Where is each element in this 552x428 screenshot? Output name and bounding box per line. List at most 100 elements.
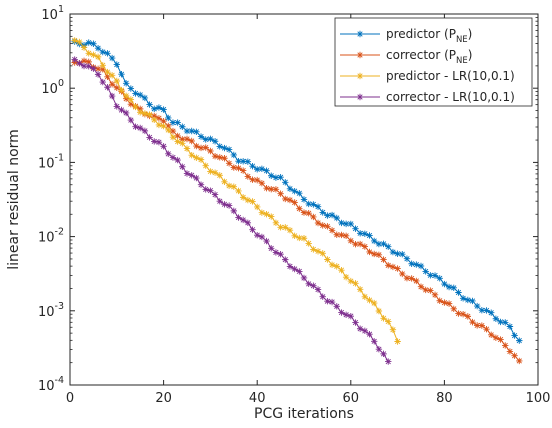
y-tick-label: 100: [41, 78, 64, 97]
data-point: [99, 62, 106, 69]
data-point: [375, 307, 383, 315]
data-point: [76, 38, 83, 46]
data-point: [193, 142, 200, 150]
data-point: [207, 147, 214, 155]
data-point: [174, 119, 181, 126]
data-point: [202, 162, 209, 169]
legend-label-main: corrector (P: [386, 48, 456, 62]
data-point: [90, 65, 97, 72]
data-point: [132, 123, 139, 130]
data-point: [342, 273, 350, 281]
data-point: [118, 106, 125, 114]
data-point: [94, 45, 102, 52]
data-point: [445, 300, 453, 307]
data-point: [427, 272, 434, 279]
data-point: [436, 297, 443, 304]
series-4: [71, 56, 392, 365]
data-point: [502, 342, 509, 349]
data-point: [179, 163, 186, 170]
x-tick-label: 60: [343, 391, 360, 406]
data-point: [328, 211, 336, 219]
data-point: [258, 165, 266, 173]
y-tick-base: 10: [38, 305, 55, 320]
data-point: [296, 190, 303, 197]
data-point: [254, 166, 261, 173]
data-point: [221, 155, 228, 162]
data-point: [104, 73, 111, 80]
legend-label-subscript: NE: [456, 56, 468, 66]
data-point: [254, 176, 261, 184]
data-point: [282, 195, 289, 203]
data-point: [141, 110, 149, 117]
data-point: [380, 240, 387, 248]
data-point: [277, 190, 284, 197]
data-point: [174, 156, 181, 164]
data-point: [146, 101, 153, 108]
data-point: [137, 109, 144, 116]
data-point: [408, 260, 415, 267]
data-point: [113, 61, 120, 68]
data-point: [483, 325, 490, 333]
data-point: [450, 284, 457, 292]
data-point: [221, 201, 228, 208]
data-point: [342, 220, 350, 228]
data-point: [347, 277, 354, 285]
data-point: [193, 128, 200, 136]
data-point: [235, 187, 242, 195]
data-point: [155, 121, 163, 129]
data-point: [80, 57, 88, 65]
data-point: [230, 151, 237, 159]
data-point: [165, 114, 172, 122]
data-point: [371, 250, 378, 258]
data-point: [366, 330, 373, 338]
data-point: [94, 53, 102, 61]
data-point: [450, 305, 457, 313]
legend-label-tail: ): [468, 27, 473, 41]
data-point: [371, 237, 378, 245]
legend-box: [334, 17, 533, 107]
data-point: [445, 283, 453, 291]
data-point: [408, 275, 415, 282]
data-point: [492, 315, 500, 322]
data-point: [305, 210, 312, 217]
data-point: [310, 213, 317, 221]
data-point: [249, 176, 256, 183]
data-point: [188, 151, 195, 159]
y-tick-base: 10: [38, 231, 55, 246]
data-point: [94, 71, 102, 78]
data-point: [300, 209, 308, 216]
data-point: [455, 289, 462, 296]
data-point: [300, 235, 308, 242]
data-point: [506, 323, 514, 330]
data-point: [85, 58, 92, 66]
data-point: [174, 138, 181, 145]
data-point: [324, 256, 331, 263]
data-point: [375, 251, 383, 259]
data-point: [202, 136, 209, 143]
data-point: [263, 210, 270, 218]
data-point: [268, 172, 275, 179]
data-point: [85, 39, 92, 46]
data-point: [258, 233, 266, 241]
data-point: [352, 225, 359, 232]
series-1: [71, 38, 523, 344]
data-point: [324, 223, 331, 230]
data-point: [216, 143, 223, 150]
data-point: [179, 123, 186, 130]
data-point: [225, 182, 233, 189]
legend-label-tail: ): [468, 48, 473, 62]
y-tick-label: 10-3: [38, 301, 64, 320]
data-point: [71, 37, 78, 44]
data-point: [188, 172, 195, 179]
data-point: [352, 280, 359, 287]
data-point: [188, 127, 195, 135]
data-point: [436, 275, 443, 282]
data-point: [155, 115, 163, 122]
data-point: [286, 227, 294, 234]
y-tick-exponent: -2: [55, 227, 64, 238]
data-point: [104, 68, 111, 76]
data-point: [328, 227, 336, 234]
data-point: [211, 169, 219, 176]
data-point: [272, 219, 280, 227]
x-tick-label: 100: [526, 391, 551, 406]
